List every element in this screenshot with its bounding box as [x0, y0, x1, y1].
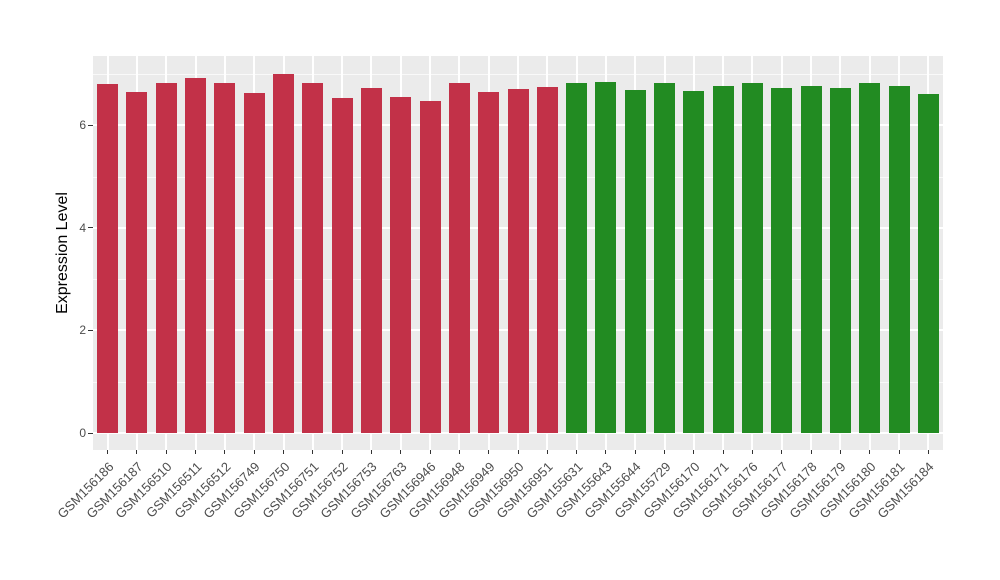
y-tick-label-6: 6 [79, 118, 86, 133]
bar-GSM156949 [478, 92, 500, 433]
bar-GSM156510 [155, 82, 177, 433]
x-tick-mark-GSM156753 [370, 450, 372, 454]
y-tick-mark-4 [88, 227, 93, 229]
x-tick-mark-GSM156171 [722, 450, 724, 454]
bar-GSM156749 [243, 92, 265, 433]
x-tick-mark-GSM156512 [224, 450, 226, 454]
x-tick-mark-GSM156948 [458, 450, 460, 454]
y-tick-mark-0 [88, 432, 93, 434]
x-tick-mark-GSM156176 [751, 450, 753, 454]
x-tick-mark-GSM156186 [107, 450, 109, 454]
y-tick-mark-6 [88, 124, 93, 126]
bar-GSM156178 [800, 86, 822, 433]
bar-GSM156170 [683, 90, 705, 433]
bar-GSM156184 [917, 94, 939, 433]
bar-GSM155643 [595, 81, 617, 433]
bar-GSM156750 [273, 74, 295, 433]
y-tick-label-4: 4 [79, 220, 86, 235]
x-tick-mark-GSM155631 [576, 450, 578, 454]
y-axis-title: Expression Level [54, 192, 71, 314]
x-tick-mark-GSM156752 [341, 450, 343, 454]
x-tick-mark-GSM156170 [693, 450, 695, 454]
x-tick-mark-GSM156184 [927, 450, 929, 454]
bar-GSM155644 [624, 89, 646, 433]
x-tick-mark-GSM156510 [165, 450, 167, 454]
x-tick-mark-GSM156177 [781, 450, 783, 454]
bar-GSM156181 [888, 85, 910, 433]
bar-GSM156948 [448, 82, 470, 433]
x-tick-mark-GSM156187 [136, 450, 138, 454]
plot-panel [93, 56, 943, 450]
y-tick-mark-2 [88, 329, 93, 331]
bar-GSM156171 [712, 86, 734, 433]
x-tick-mark-GSM156763 [400, 450, 402, 454]
x-tick-mark-GSM155729 [664, 450, 666, 454]
x-tick-mark-GSM156181 [898, 450, 900, 454]
bar-GSM156187 [126, 92, 148, 433]
x-tick-mark-GSM156511 [195, 450, 197, 454]
bar-GSM156176 [741, 82, 763, 433]
bar-GSM156946 [419, 100, 441, 433]
x-tick-mark-GSM156178 [810, 450, 812, 454]
y-tick-label-0: 0 [79, 426, 86, 440]
bar-GSM156511 [185, 78, 207, 433]
bar-GSM156751 [302, 82, 324, 433]
bar-GSM156186 [97, 83, 119, 433]
bar-GSM156177 [771, 88, 793, 433]
bar-GSM155729 [654, 83, 676, 433]
y-tick-label-2: 2 [79, 323, 86, 338]
x-tick-mark-GSM156949 [488, 450, 490, 454]
x-tick-mark-GSM156180 [869, 450, 871, 454]
bar-GSM156950 [507, 88, 529, 433]
x-tick-mark-GSM156751 [312, 450, 314, 454]
x-tick-mark-GSM156750 [283, 450, 285, 454]
x-tick-mark-GSM156946 [429, 450, 431, 454]
bar-GSM156753 [360, 88, 382, 433]
bar-GSM155631 [566, 83, 588, 433]
bar-GSM156763 [390, 96, 412, 433]
x-tick-mark-GSM155643 [605, 450, 607, 454]
bar-GSM156752 [331, 98, 353, 433]
bar-GSM156512 [214, 83, 236, 433]
bar-GSM156179 [829, 88, 851, 433]
bar-GSM156180 [859, 83, 881, 433]
x-tick-mark-GSM155644 [634, 450, 636, 454]
x-tick-mark-GSM156179 [839, 450, 841, 454]
x-tick-mark-GSM156749 [253, 450, 255, 454]
bar-GSM156951 [536, 86, 558, 433]
x-tick-mark-GSM156951 [546, 450, 548, 454]
x-tick-mark-GSM156950 [517, 450, 519, 454]
